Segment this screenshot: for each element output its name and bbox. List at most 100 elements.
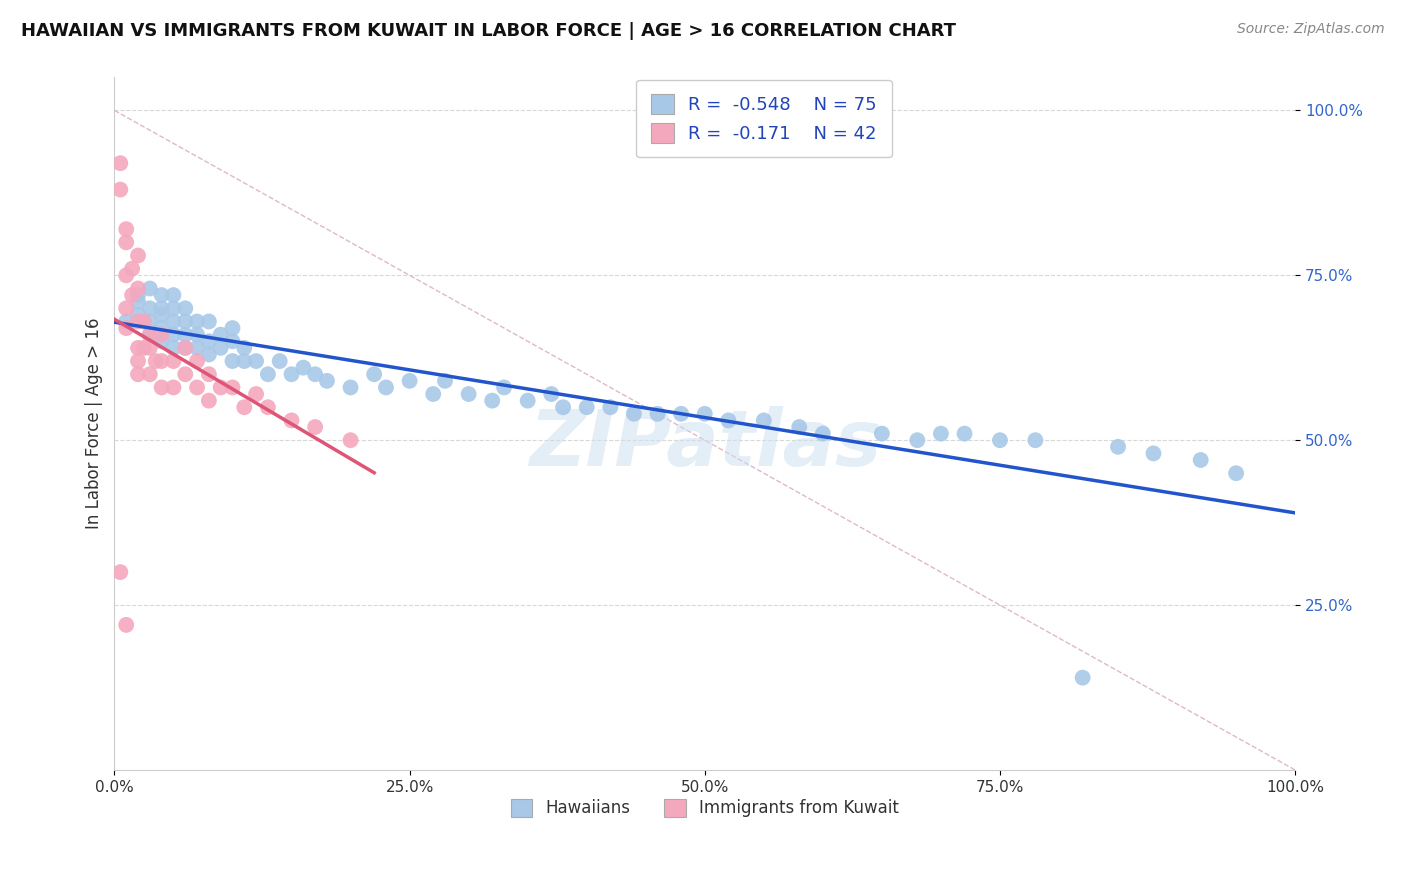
Point <box>257 401 280 415</box>
Point <box>363 368 385 382</box>
Point <box>110 156 132 170</box>
Point <box>304 420 326 434</box>
Point <box>669 407 692 421</box>
Point <box>127 281 149 295</box>
Point <box>494 380 516 394</box>
Point <box>198 334 221 349</box>
Point <box>811 426 834 441</box>
Point <box>127 294 149 309</box>
Point <box>647 407 669 421</box>
Point <box>127 308 149 322</box>
Point <box>434 374 457 388</box>
Point <box>110 565 132 579</box>
Point <box>481 393 503 408</box>
Point <box>139 281 162 295</box>
Point <box>870 426 893 441</box>
Point <box>221 380 243 394</box>
Point <box>139 368 162 382</box>
Point <box>162 314 184 328</box>
Point <box>752 413 775 427</box>
Point <box>1071 671 1094 685</box>
Point <box>174 314 197 328</box>
Point <box>132 341 155 355</box>
Point <box>1225 466 1247 480</box>
Point <box>150 334 173 349</box>
Point <box>121 261 143 276</box>
Point <box>280 368 302 382</box>
Point <box>150 321 173 335</box>
Point <box>988 434 1011 448</box>
Point <box>457 387 479 401</box>
Point <box>245 354 267 368</box>
Point <box>150 308 173 322</box>
Point <box>150 288 173 302</box>
Point <box>186 354 208 368</box>
Point <box>127 354 149 368</box>
Point <box>339 434 361 448</box>
Point <box>905 434 928 448</box>
Point <box>139 301 162 316</box>
Point <box>115 222 138 236</box>
Point <box>221 354 243 368</box>
Point <box>221 334 243 349</box>
Point <box>1189 453 1212 467</box>
Point <box>316 374 339 388</box>
Text: ZIPatlas: ZIPatlas <box>529 407 882 483</box>
Point <box>209 327 232 342</box>
Point <box>139 327 162 342</box>
Point <box>304 368 326 382</box>
Point <box>233 401 256 415</box>
Point <box>516 393 538 408</box>
Point <box>292 360 315 375</box>
Point <box>280 413 302 427</box>
Point <box>162 288 184 302</box>
Point <box>174 368 197 382</box>
Point <box>422 387 444 401</box>
Point <box>150 327 173 342</box>
Point <box>127 248 149 262</box>
Point <box>233 354 256 368</box>
Point <box>115 301 138 316</box>
Point <box>127 341 149 355</box>
Point <box>110 183 132 197</box>
Point <box>551 401 574 415</box>
Point <box>174 341 197 355</box>
Text: HAWAIIAN VS IMMIGRANTS FROM KUWAIT IN LABOR FORCE | AGE > 16 CORRELATION CHART: HAWAIIAN VS IMMIGRANTS FROM KUWAIT IN LA… <box>21 22 956 40</box>
Point <box>198 393 221 408</box>
Point <box>198 314 221 328</box>
Point <box>174 341 197 355</box>
Point <box>787 420 810 434</box>
Point <box>209 341 232 355</box>
Point <box>115 618 138 632</box>
Point <box>162 301 184 316</box>
Point <box>174 327 197 342</box>
Point <box>339 380 361 394</box>
Point <box>162 380 184 394</box>
Point <box>162 341 184 355</box>
Point <box>150 380 173 394</box>
Point <box>115 321 138 335</box>
Point <box>693 407 716 421</box>
Point <box>162 354 184 368</box>
Point <box>575 401 598 415</box>
Point <box>127 288 149 302</box>
Point <box>186 314 208 328</box>
Point <box>1024 434 1046 448</box>
Point <box>1142 446 1164 460</box>
Point <box>233 341 256 355</box>
Point <box>245 387 267 401</box>
Point <box>929 426 952 441</box>
Point <box>953 426 976 441</box>
Point <box>139 341 162 355</box>
Point <box>398 374 420 388</box>
Point <box>623 407 645 421</box>
Point <box>540 387 562 401</box>
Legend: Hawaiians, Immigrants from Kuwait: Hawaiians, Immigrants from Kuwait <box>503 792 905 824</box>
Point <box>198 347 221 361</box>
Point <box>186 341 208 355</box>
Point <box>145 354 167 368</box>
Point <box>121 288 143 302</box>
Point <box>162 327 184 342</box>
Point <box>115 268 138 283</box>
Point <box>198 368 221 382</box>
